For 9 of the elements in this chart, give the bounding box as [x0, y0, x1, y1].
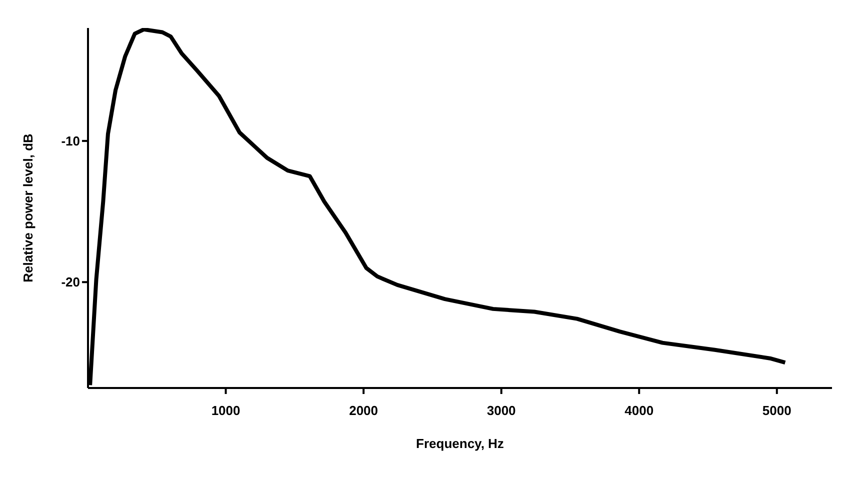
x-tick-label: 2000	[349, 403, 378, 418]
y-tick-label: -20	[61, 274, 80, 290]
y-axis-title: Relative power level, dB	[20, 134, 36, 282]
x-tick-label: 5000	[762, 403, 792, 418]
x-axis-title: Frequency, Hz	[416, 436, 504, 451]
y-tick-label: -10	[61, 134, 80, 149]
x-tick-label: 1000	[211, 403, 240, 418]
x-tick-label: 4000	[624, 403, 654, 418]
x-tick-label: 3000	[486, 403, 516, 418]
